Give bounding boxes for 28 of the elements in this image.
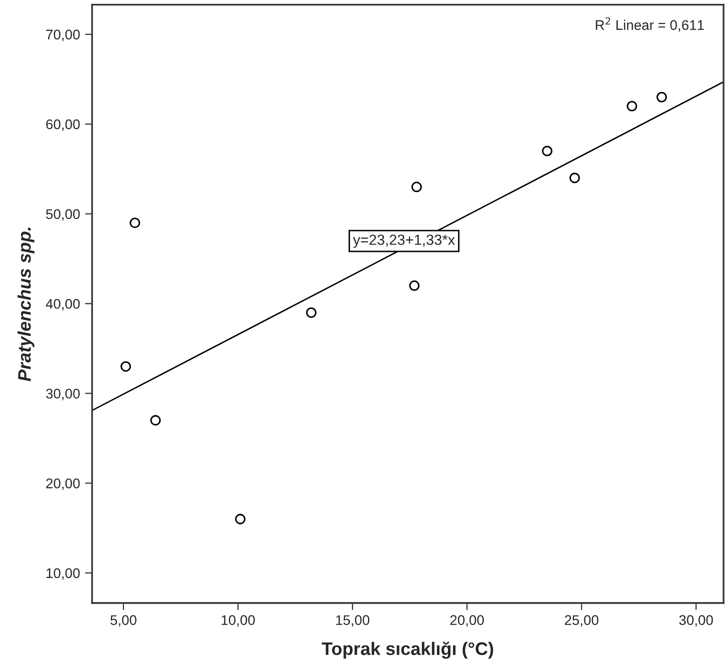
- x-tick-label: 20,00: [450, 615, 484, 627]
- x-tick-label: 30,00: [679, 615, 713, 627]
- y-tick-label: 70,00: [46, 30, 80, 42]
- x-tick-label: 25,00: [564, 615, 598, 627]
- annotation: R$^{2}$ Linear = 0,611: [596, 17, 704, 32]
- x-tick-label: 10,00: [222, 615, 255, 627]
- x-tick-label: 5,00: [110, 615, 136, 627]
- point: [656, 92, 667, 102]
- x-axis-title: Toprak sıcaklığı (°C): [322, 642, 494, 659]
- point: [542, 146, 552, 156]
- annotation: y=23,23+1,33*x: [352, 234, 455, 248]
- point: [120, 361, 132, 372]
- y-tick-label: 50,00: [46, 209, 80, 221]
- point: [150, 415, 161, 426]
- point: [569, 172, 580, 184]
- y-tick-label: 10,00: [46, 568, 80, 580]
- point: [626, 100, 638, 112]
- y-tick-label: 20,00: [46, 478, 80, 490]
- y-tick-label: 60,00: [46, 119, 80, 131]
- point: [306, 307, 317, 318]
- point: [235, 514, 246, 524]
- point: [130, 218, 140, 228]
- point: [411, 182, 422, 192]
- x-tick-label: 15,00: [336, 615, 370, 627]
- y-tick-label: 40,00: [46, 298, 80, 310]
- y-axis-title: Pratylenchus spp.: [18, 228, 34, 382]
- point: [409, 280, 420, 291]
- y-tick-label: 30,00: [46, 388, 80, 400]
